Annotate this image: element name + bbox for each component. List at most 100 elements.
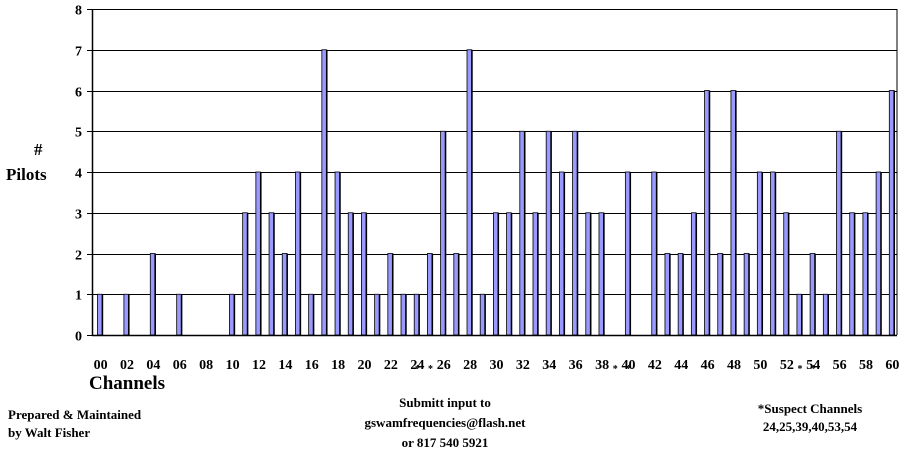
y-tick-label: 4 <box>75 167 82 182</box>
bar <box>176 293 182 336</box>
x-tick-label: 12 <box>252 358 266 373</box>
bar <box>493 212 499 336</box>
bar <box>651 171 657 336</box>
bar <box>255 171 261 336</box>
suspect-marker: * <box>798 364 803 375</box>
bar <box>862 212 868 336</box>
bar <box>466 49 472 336</box>
bar <box>822 293 829 336</box>
x-tick-label: 54 <box>806 358 820 373</box>
submit-line-1: Submitt input to <box>399 395 491 410</box>
bar <box>770 171 776 336</box>
suspect-marker: * <box>415 364 420 375</box>
bar <box>598 212 604 336</box>
x-tick-label: 44 <box>674 358 688 373</box>
y-tick-label: 6 <box>75 86 82 101</box>
bar <box>836 130 842 336</box>
y-tick-label: 5 <box>75 126 82 141</box>
bar <box>809 253 816 336</box>
x-tick-label: 02 <box>120 358 134 373</box>
x-tick-label: 26 <box>437 358 451 373</box>
credit-line-2: by Walt Fisher <box>8 425 91 440</box>
bar <box>783 212 789 336</box>
bar <box>387 253 393 336</box>
bar <box>875 171 882 336</box>
x-tick-label: 28 <box>463 358 477 373</box>
bar <box>558 171 565 336</box>
bar <box>479 293 486 336</box>
submit-line-3: or 817 540 5921 <box>401 435 489 450</box>
suspect-list: 24,25,39,40,53,54 <box>762 419 858 434</box>
bar <box>704 90 710 336</box>
x-tick-labels: 00 02 04 06 08 10 12 14 16 18 20 22 24 26 28 30 32 34 36 38… <box>94 358 900 375</box>
bar <box>690 212 697 336</box>
bar <box>413 293 420 336</box>
bar <box>453 253 459 336</box>
y-tick-label: 3 <box>75 208 82 223</box>
bar <box>849 212 855 336</box>
bar <box>519 130 525 336</box>
bar <box>717 253 723 336</box>
x-tick-label: 56 <box>833 358 847 373</box>
bar <box>585 212 591 336</box>
x-tick-label: 22 <box>384 358 398 373</box>
x-tick-label: 40 <box>621 358 635 373</box>
x-tick-label: 30 <box>490 358 504 373</box>
x-tick-label: 34 <box>542 358 556 373</box>
bar <box>97 293 103 336</box>
x-tick-label: 00 <box>94 358 108 373</box>
bar <box>440 130 446 336</box>
x-tick-label: 46 <box>701 358 715 373</box>
x-tick-label: 50 <box>753 358 767 373</box>
submit-note: Submitt input to gswamfrequencies@flash.… <box>320 393 570 453</box>
bar <box>123 293 129 336</box>
x-tick-label: 06 <box>173 358 187 373</box>
bar <box>321 49 327 336</box>
bar <box>295 171 301 336</box>
y-tick-label: 2 <box>75 249 82 264</box>
x-tick-label: 32 <box>516 358 530 373</box>
bar <box>730 90 736 336</box>
bar <box>427 253 433 336</box>
bar <box>229 293 235 336</box>
x-tick-label: 52 <box>780 358 794 373</box>
x-tick-label: 14 <box>278 358 292 373</box>
bar <box>149 253 156 336</box>
x-tick-label: 04 <box>146 358 160 373</box>
x-tick-label: 36 <box>569 358 583 373</box>
bar <box>677 253 684 336</box>
credit-line-1: Prepared & Maintained <box>8 407 142 422</box>
bar <box>572 130 578 336</box>
x-tick-label: 38 <box>595 358 609 373</box>
y-tick-label: 8 <box>75 4 82 19</box>
x-tick-label: 20 <box>358 358 372 373</box>
x-tick-label: 48 <box>727 358 741 373</box>
x-axis-label: Channels <box>89 373 166 394</box>
bar <box>242 212 248 336</box>
bar <box>347 212 354 336</box>
x-tick-label: 16 <box>305 358 319 373</box>
bar <box>888 90 895 336</box>
bar <box>268 212 274 336</box>
bar <box>756 171 763 336</box>
y-axis-symbol: # <box>34 140 43 159</box>
x-tick-label: 58 <box>859 358 873 373</box>
submit-line-2: gswamfrequencies@flash.net <box>364 415 526 430</box>
x-tick-label: 60 <box>885 358 899 373</box>
suspect-title: *Suspect Channels <box>757 401 863 416</box>
bar <box>532 212 538 336</box>
bar <box>308 293 314 336</box>
bar <box>281 253 288 336</box>
y-axis-label: Pilots <box>6 165 47 184</box>
bar <box>664 253 670 336</box>
x-tick-label: 42 <box>648 358 662 373</box>
bar <box>374 293 380 336</box>
bar <box>334 171 340 336</box>
bar <box>506 212 512 336</box>
y-tick-labels: 0 1 2 3 4 5 6 7 8 <box>75 4 82 345</box>
axes <box>87 9 898 337</box>
y-tick-label: 1 <box>75 289 82 304</box>
bars <box>97 49 896 336</box>
suspect-marker: * <box>626 364 631 375</box>
bar <box>545 130 552 336</box>
